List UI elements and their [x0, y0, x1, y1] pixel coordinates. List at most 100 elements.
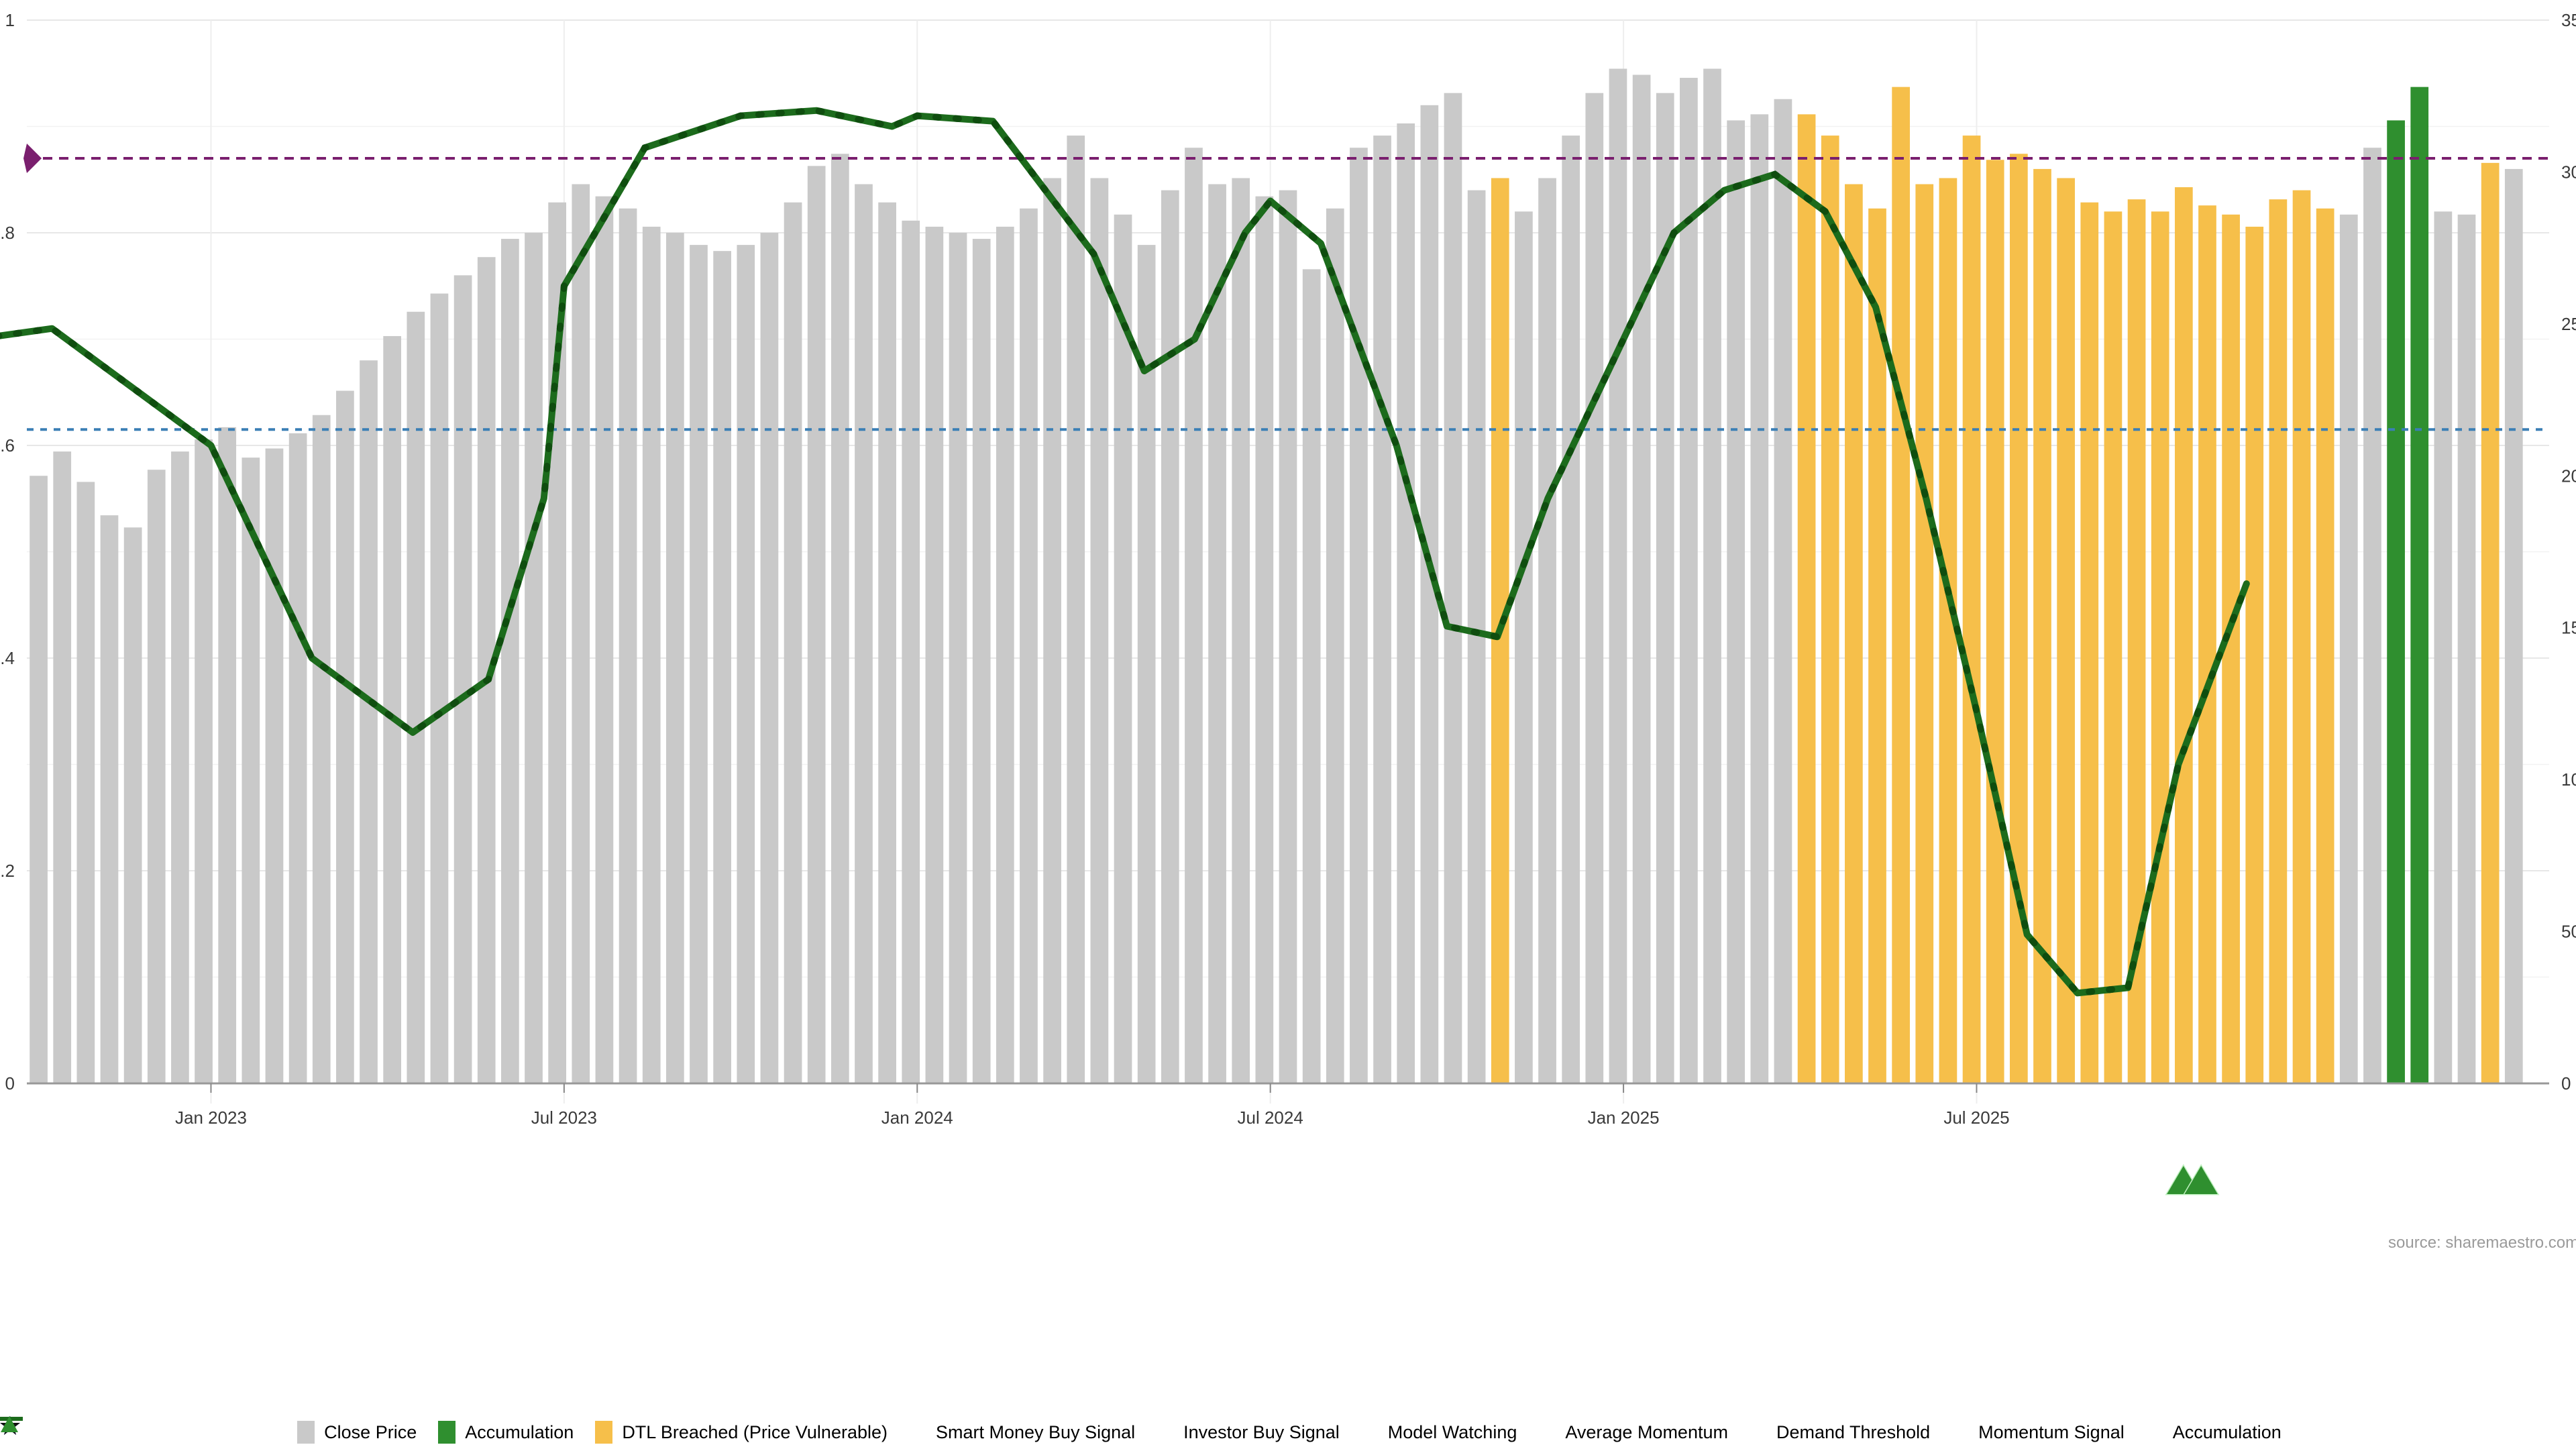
close-price-bar[interactable]: [2363, 148, 2381, 1083]
close-price-bar[interactable]: [525, 233, 543, 1083]
dtl-breached-bar[interactable]: [1915, 184, 1933, 1083]
close-price-bar[interactable]: [996, 227, 1014, 1083]
close-price-bar[interactable]: [878, 203, 896, 1083]
close-price-bar[interactable]: [266, 449, 284, 1083]
dtl-breached-bar[interactable]: [1798, 114, 1816, 1083]
close-price-bar[interactable]: [171, 451, 189, 1083]
close-price-bar[interactable]: [713, 251, 731, 1083]
close-price-bar[interactable]: [784, 203, 802, 1083]
close-price-bar[interactable]: [454, 275, 472, 1083]
dtl-breached-bar[interactable]: [2269, 199, 2288, 1083]
dtl-breached-bar[interactable]: [2080, 203, 2098, 1083]
close-price-bar[interactable]: [1232, 178, 1250, 1083]
close-price-bar[interactable]: [643, 227, 661, 1083]
close-price-bar[interactable]: [2458, 215, 2476, 1083]
close-price-bar[interactable]: [1444, 93, 1462, 1083]
close-price-bar[interactable]: [195, 439, 213, 1083]
close-price-bar[interactable]: [596, 197, 614, 1083]
close-price-bar[interactable]: [289, 433, 307, 1083]
legend-item-momentum-signal[interactable]: Momentum Signal: [1949, 1422, 2125, 1443]
dtl-breached-bar[interactable]: [1963, 136, 1981, 1083]
dtl-breached-bar[interactable]: [1821, 136, 1839, 1083]
legend-item-close-price[interactable]: Close Price: [294, 1422, 417, 1443]
legend-item-model-watching[interactable]: Model Watching: [1358, 1422, 1517, 1443]
close-price-bar[interactable]: [1397, 123, 1415, 1083]
close-price-bar[interactable]: [2505, 169, 2523, 1083]
close-price-bar[interactable]: [218, 427, 236, 1083]
close-price-bar[interactable]: [855, 184, 873, 1083]
close-price-bar[interactable]: [101, 515, 119, 1083]
close-price-bar[interactable]: [336, 390, 354, 1083]
dtl-breached-bar[interactable]: [2198, 205, 2216, 1083]
close-price-bar[interactable]: [360, 360, 378, 1083]
close-price-bar[interactable]: [313, 415, 331, 1083]
close-price-bar[interactable]: [1538, 178, 1556, 1083]
close-price-bar[interactable]: [737, 245, 755, 1083]
legend-item-average-momentum[interactable]: Average Momentum: [1536, 1422, 1728, 1443]
close-price-bar[interactable]: [1256, 197, 1274, 1083]
close-price-bar[interactable]: [1350, 148, 1368, 1083]
accumulation-bar[interactable]: [2387, 120, 2405, 1083]
close-price-bar[interactable]: [1373, 136, 1391, 1083]
legend-item-smart-money-buy-signal[interactable]: Smart Money Buy Signal: [906, 1422, 1135, 1443]
close-price-bar[interactable]: [1703, 68, 1721, 1083]
close-price-bar[interactable]: [1279, 191, 1297, 1083]
close-price-bar[interactable]: [53, 451, 71, 1083]
close-price-bar[interactable]: [666, 233, 684, 1083]
legend-item-accumulation[interactable]: Accumulation: [2143, 1422, 2282, 1443]
close-price-bar[interactable]: [241, 458, 260, 1083]
close-price-bar[interactable]: [1067, 136, 1085, 1083]
close-price-bar[interactable]: [1091, 178, 1109, 1083]
close-price-bar[interactable]: [572, 184, 590, 1083]
close-price-bar[interactable]: [973, 239, 991, 1083]
dtl-breached-bar[interactable]: [2151, 211, 2169, 1083]
close-price-bar[interactable]: [124, 527, 142, 1083]
legend-item-demand-threshold[interactable]: Demand Threshold: [1747, 1422, 1930, 1443]
close-price-bar[interactable]: [2340, 215, 2358, 1083]
dtl-breached-bar[interactable]: [2245, 227, 2263, 1083]
dtl-breached-bar[interactable]: [2057, 178, 2075, 1083]
close-price-bar[interactable]: [1114, 215, 1132, 1083]
close-price-bar[interactable]: [1020, 209, 1038, 1083]
close-price-bar[interactable]: [902, 221, 920, 1083]
close-price-bar[interactable]: [1727, 120, 1745, 1083]
close-price-bar[interactable]: [926, 227, 944, 1083]
legend-item-accumulation[interactable]: Accumulation: [435, 1422, 574, 1443]
dtl-breached-bar[interactable]: [2481, 163, 2500, 1083]
legend-item-investor-buy-signal[interactable]: Investor Buy Signal: [1154, 1422, 1340, 1443]
close-price-bar[interactable]: [30, 476, 48, 1083]
close-price-bar[interactable]: [1750, 114, 1768, 1083]
close-price-bar[interactable]: [1043, 178, 1061, 1083]
close-price-bar[interactable]: [501, 239, 519, 1083]
close-price-bar[interactable]: [1515, 211, 1533, 1083]
close-price-bar[interactable]: [1185, 148, 1203, 1083]
close-price-bar[interactable]: [619, 209, 637, 1083]
close-price-bar[interactable]: [690, 245, 708, 1083]
close-price-bar[interactable]: [76, 482, 95, 1083]
close-price-bar[interactable]: [1585, 93, 1603, 1083]
close-price-bar[interactable]: [831, 154, 849, 1083]
dtl-breached-bar[interactable]: [1892, 87, 1910, 1083]
close-price-bar[interactable]: [431, 294, 449, 1083]
dtl-breached-bar[interactable]: [2316, 209, 2334, 1083]
close-price-bar[interactable]: [1326, 209, 1344, 1083]
close-price-bar[interactable]: [1161, 191, 1179, 1083]
close-price-bar[interactable]: [1609, 68, 1627, 1083]
dtl-breached-bar[interactable]: [1986, 160, 2004, 1083]
dtl-breached-bar[interactable]: [1845, 184, 1863, 1083]
close-price-bar[interactable]: [808, 166, 826, 1083]
accumulation-bar[interactable]: [2410, 87, 2428, 1083]
close-price-bar[interactable]: [2434, 211, 2453, 1083]
close-price-bar[interactable]: [761, 233, 779, 1083]
dtl-breached-bar[interactable]: [2104, 211, 2123, 1083]
close-price-bar[interactable]: [407, 312, 425, 1083]
close-price-bar[interactable]: [1562, 136, 1580, 1083]
close-price-bar[interactable]: [1633, 75, 1651, 1083]
legend-item-dtl-breached-price-vulnerable-[interactable]: DTL Breached (Price Vulnerable): [592, 1422, 888, 1443]
dtl-breached-bar[interactable]: [2293, 191, 2311, 1083]
close-price-bar[interactable]: [148, 470, 166, 1083]
close-price-bar[interactable]: [1774, 99, 1792, 1083]
close-price-bar[interactable]: [1208, 184, 1226, 1083]
dtl-breached-bar[interactable]: [2175, 187, 2193, 1083]
close-price-bar[interactable]: [949, 233, 967, 1083]
